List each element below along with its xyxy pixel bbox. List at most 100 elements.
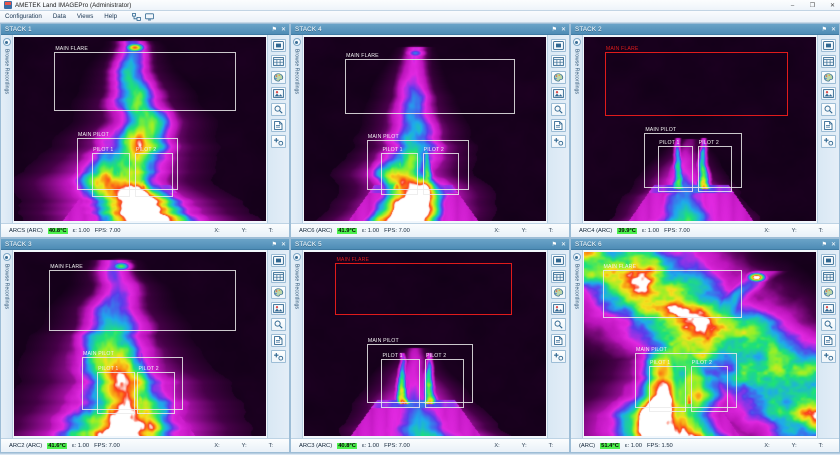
table-grid-icon[interactable] xyxy=(551,270,566,283)
browse-recordings-tab[interactable]: Browse Recordings xyxy=(291,35,303,223)
thermal-image-area[interactable]: MAIN FLARE MAIN PILOT PILOT 1 PILOT 2 xyxy=(303,250,547,438)
report-document-icon[interactable] xyxy=(271,334,286,347)
zoom-inspect-icon[interactable] xyxy=(821,103,836,116)
pilot-2-roi[interactable]: PILOT 2 xyxy=(422,147,459,196)
image-settings-icon[interactable] xyxy=(821,87,836,100)
report-document-icon[interactable] xyxy=(821,334,836,347)
panel-title-bar[interactable]: STACK 2 ⚑ ✕ xyxy=(571,24,839,35)
table-grid-icon[interactable] xyxy=(271,270,286,283)
main-flare-roi[interactable]: MAIN FLARE xyxy=(335,257,513,315)
close-button[interactable]: ✕ xyxy=(829,2,836,9)
snapshot-icon[interactable] xyxy=(271,254,286,267)
pilot-2-roi[interactable]: PILOT 2 xyxy=(134,147,173,198)
panel-pin-button[interactable]: ⚑ xyxy=(821,241,827,248)
pilot-1-roi[interactable]: PILOT 1 xyxy=(648,360,687,413)
snapshot-icon[interactable] xyxy=(821,254,836,267)
snapshot-icon[interactable] xyxy=(821,39,836,52)
panel-title-bar[interactable]: STACK 1 ⚑ ✕ xyxy=(1,24,289,35)
image-settings-icon[interactable] xyxy=(821,302,836,315)
color-palette-icon[interactable] xyxy=(551,286,566,299)
main-pilot-roi[interactable]: MAIN PILOT xyxy=(644,127,742,188)
menu-item-data[interactable]: Data xyxy=(52,13,66,20)
thermal-image-area[interactable]: MAIN FLARE MAIN PILOT PILOT 1 PILOT 2 xyxy=(303,35,547,223)
table-grid-icon[interactable] xyxy=(271,55,286,68)
zoom-inspect-icon[interactable] xyxy=(271,318,286,331)
main-flare-roi[interactable]: MAIN FLARE xyxy=(49,264,236,332)
panel-title-bar[interactable]: STACK 6 ⚑ ✕ xyxy=(571,239,839,250)
minimize-button[interactable]: – xyxy=(790,2,795,9)
main-pilot-roi[interactable]: MAIN PILOT xyxy=(82,351,183,411)
menu-item-views[interactable]: Views xyxy=(76,13,94,20)
thermal-image-area[interactable]: MAIN FLARE MAIN PILOT PILOT 1 PILOT 2 xyxy=(583,250,817,438)
main-flare-roi[interactable]: MAIN FLARE xyxy=(345,53,515,115)
add-tool-icon[interactable] xyxy=(821,135,836,148)
main-flare-roi[interactable]: MAIN FLARE xyxy=(54,46,236,111)
add-tool-icon[interactable] xyxy=(551,350,566,363)
report-document-icon[interactable] xyxy=(551,334,566,347)
main-pilot-roi[interactable]: MAIN PILOT xyxy=(635,347,738,409)
thermal-image[interactable]: MAIN FLARE MAIN PILOT PILOT 1 PILOT 2 xyxy=(14,252,266,436)
color-palette-icon[interactable] xyxy=(821,71,836,84)
thermal-image-area[interactable]: MAIN FLARE MAIN PILOT PILOT 1 PILOT 2 xyxy=(13,250,267,438)
zoom-inspect-icon[interactable] xyxy=(821,318,836,331)
pilot-1-roi[interactable]: PILOT 1 xyxy=(658,140,694,192)
menu-item-configuration[interactable]: Configuration xyxy=(5,13,42,20)
image-settings-icon[interactable] xyxy=(551,87,566,100)
panel-close-button[interactable]: ✕ xyxy=(830,241,836,248)
panel-close-button[interactable]: ✕ xyxy=(830,26,836,33)
restore-button[interactable]: ❐ xyxy=(809,2,816,9)
snapshot-icon[interactable] xyxy=(551,39,566,52)
panel-close-button[interactable]: ✕ xyxy=(280,26,286,33)
color-palette-icon[interactable] xyxy=(271,286,286,299)
panel-title-bar[interactable]: STACK 4 ⚑ ✕ xyxy=(291,24,569,35)
add-tool-icon[interactable] xyxy=(271,135,286,148)
browse-recordings-tab[interactable]: Browse Recordings xyxy=(571,250,583,438)
report-document-icon[interactable] xyxy=(821,119,836,132)
table-grid-icon[interactable] xyxy=(821,55,836,68)
pilot-1-roi[interactable]: PILOT 1 xyxy=(381,147,418,196)
thermal-image[interactable]: MAIN FLARE MAIN PILOT PILOT 1 PILOT 2 xyxy=(304,252,546,436)
report-document-icon[interactable] xyxy=(271,119,286,132)
pilot-2-roi[interactable]: PILOT 2 xyxy=(137,366,176,414)
panel-close-button[interactable]: ✕ xyxy=(560,26,566,33)
panel-pin-button[interactable]: ⚑ xyxy=(551,26,557,33)
thermal-image[interactable]: MAIN FLARE MAIN PILOT PILOT 1 PILOT 2 xyxy=(584,252,816,436)
zoom-inspect-icon[interactable] xyxy=(551,103,566,116)
thermal-image-area[interactable]: MAIN FLARE MAIN PILOT PILOT 1 PILOT 2 xyxy=(13,35,267,223)
snapshot-icon[interactable] xyxy=(551,254,566,267)
color-palette-icon[interactable] xyxy=(551,71,566,84)
thermal-image-area[interactable]: MAIN FLARE MAIN PILOT PILOT 1 PILOT 2 xyxy=(583,35,817,223)
report-document-icon[interactable] xyxy=(551,119,566,132)
panel-pin-button[interactable]: ⚑ xyxy=(271,241,277,248)
table-grid-icon[interactable] xyxy=(821,270,836,283)
panel-title-bar[interactable]: STACK 5 ⚑ ✕ xyxy=(291,239,569,250)
monitor-display-icon[interactable] xyxy=(145,12,154,21)
thermal-image[interactable]: MAIN FLARE MAIN PILOT PILOT 1 PILOT 2 xyxy=(304,37,546,221)
menu-item-help[interactable]: Help xyxy=(104,13,118,20)
pilot-1-roi[interactable]: PILOT 1 xyxy=(381,353,421,409)
pilot-2-roi[interactable]: PILOT 2 xyxy=(425,353,464,409)
pilot-1-roi[interactable]: PILOT 1 xyxy=(92,147,130,198)
image-settings-icon[interactable] xyxy=(271,87,286,100)
browse-recordings-tab[interactable]: Browse Recordings xyxy=(291,250,303,438)
panel-pin-button[interactable]: ⚑ xyxy=(551,241,557,248)
table-grid-icon[interactable] xyxy=(551,55,566,68)
zoom-inspect-icon[interactable] xyxy=(551,318,566,331)
add-tool-icon[interactable] xyxy=(271,350,286,363)
panel-title-bar[interactable]: STACK 3 ⚑ ✕ xyxy=(1,239,289,250)
snapshot-icon[interactable] xyxy=(271,39,286,52)
zoom-inspect-icon[interactable] xyxy=(271,103,286,116)
thermal-image[interactable]: MAIN FLARE MAIN PILOT PILOT 1 PILOT 2 xyxy=(584,37,816,221)
main-flare-roi[interactable]: MAIN FLARE xyxy=(604,46,789,117)
main-pilot-roi[interactable]: MAIN PILOT xyxy=(77,132,178,190)
panel-close-button[interactable]: ✕ xyxy=(560,241,566,248)
pilot-2-roi[interactable]: PILOT 2 xyxy=(697,140,733,192)
main-flare-roi[interactable]: MAIN FLARE xyxy=(602,264,742,319)
panel-pin-button[interactable]: ⚑ xyxy=(271,26,277,33)
color-palette-icon[interactable] xyxy=(821,286,836,299)
panel-close-button[interactable]: ✕ xyxy=(280,241,286,248)
browse-recordings-tab[interactable]: Browse Recordings xyxy=(1,250,13,438)
pilot-1-roi[interactable]: PILOT 1 xyxy=(97,366,135,414)
add-tool-icon[interactable] xyxy=(821,350,836,363)
connect-device-icon[interactable] xyxy=(132,12,141,21)
